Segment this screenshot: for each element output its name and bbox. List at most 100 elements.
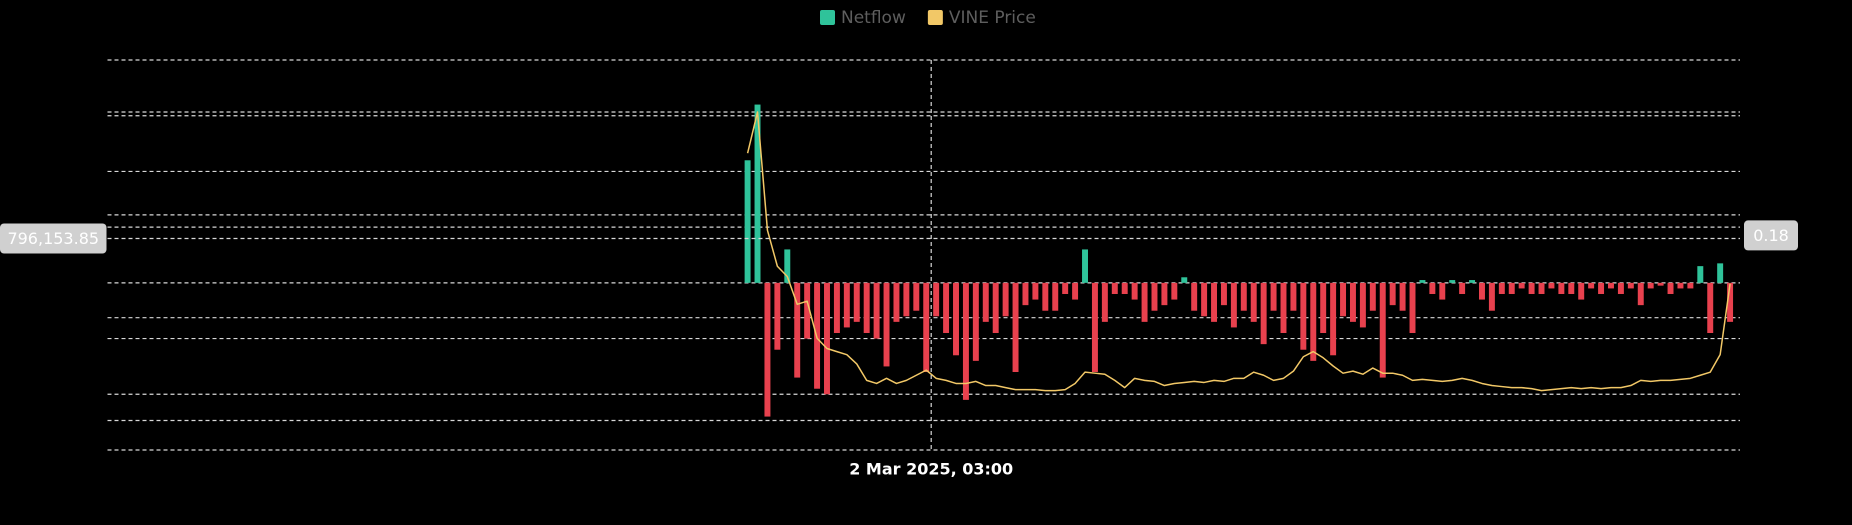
bar — [1518, 282, 1525, 289]
bar — [1111, 282, 1118, 294]
bar — [1697, 266, 1704, 283]
bar — [1647, 282, 1654, 289]
bar — [1141, 282, 1148, 322]
bar — [883, 282, 890, 367]
bar — [1042, 282, 1049, 311]
bar — [1488, 282, 1495, 311]
bar — [1131, 282, 1138, 300]
bar — [754, 104, 761, 283]
bar — [1359, 282, 1366, 328]
bar — [1707, 282, 1714, 333]
bar — [1727, 282, 1734, 322]
bar — [913, 282, 920, 311]
crosshair-x-label: 2 Mar 2025, 03:00 — [849, 460, 1013, 479]
bar — [1578, 282, 1585, 300]
bar — [1211, 282, 1218, 322]
bar — [873, 282, 880, 339]
bar — [1280, 282, 1287, 333]
bar — [1677, 282, 1684, 289]
bar — [1082, 249, 1088, 283]
bar — [1687, 282, 1694, 289]
bar — [1320, 282, 1327, 333]
bar — [1558, 282, 1565, 294]
bar — [1161, 282, 1168, 306]
bar — [953, 282, 959, 356]
bar — [1439, 282, 1446, 300]
bar — [1369, 282, 1376, 311]
bar — [1459, 282, 1466, 294]
bar — [804, 282, 811, 339]
bar — [992, 282, 999, 333]
legend-label: Netflow — [841, 8, 906, 28]
bar — [784, 249, 791, 283]
crosshair-y2-box — [1744, 220, 1798, 251]
bar — [893, 282, 900, 322]
bar — [1171, 282, 1178, 300]
bar — [1121, 282, 1128, 294]
crosshair-y-box — [0, 223, 107, 254]
bar — [1270, 282, 1277, 311]
bar — [962, 282, 969, 400]
bar — [1151, 282, 1158, 311]
bar — [982, 282, 989, 322]
bar — [824, 282, 830, 395]
price-line — [746, 111, 1731, 392]
bar — [1072, 282, 1079, 300]
bar — [764, 282, 771, 417]
bar — [1449, 280, 1456, 283]
bar — [1062, 282, 1069, 294]
bar — [843, 282, 850, 328]
bar — [1052, 282, 1059, 311]
bar — [1617, 282, 1624, 294]
bar — [1667, 282, 1674, 294]
crosshair-y2-label: 0.18 — [1753, 226, 1789, 245]
bar — [863, 282, 870, 333]
bar — [1022, 282, 1029, 306]
bar — [1588, 282, 1595, 289]
bar — [923, 282, 930, 372]
bar — [1717, 263, 1724, 283]
bar — [774, 282, 781, 350]
bar — [1220, 282, 1227, 306]
bar — [1290, 282, 1297, 311]
bar — [1608, 282, 1614, 289]
bar — [943, 282, 950, 333]
bar — [833, 282, 840, 333]
legend-label: VINE Price — [949, 8, 1036, 28]
bar — [1627, 282, 1634, 289]
bar — [1469, 280, 1476, 283]
bar — [1240, 282, 1247, 311]
bar — [1508, 282, 1515, 294]
bar — [1230, 282, 1237, 328]
bar — [1657, 282, 1664, 286]
bar — [903, 282, 910, 317]
bar — [1330, 282, 1337, 356]
bar — [1538, 282, 1545, 294]
bar — [794, 282, 801, 378]
bar — [1498, 282, 1505, 294]
bar — [1012, 282, 1019, 372]
bar — [1250, 282, 1257, 322]
bar — [1409, 282, 1416, 333]
bar — [1598, 282, 1605, 294]
bar — [1201, 282, 1208, 317]
bar — [1379, 282, 1386, 378]
bar — [1300, 282, 1307, 350]
bar — [1429, 282, 1436, 294]
bar — [744, 160, 751, 283]
legend-swatch — [820, 10, 835, 25]
bar — [1340, 282, 1347, 317]
bar — [1399, 282, 1406, 311]
bar — [933, 282, 940, 317]
bar — [853, 282, 860, 322]
bar — [1191, 282, 1198, 311]
bar — [1032, 282, 1039, 300]
bar — [1528, 282, 1535, 294]
bar — [1349, 282, 1356, 322]
crosshair-y-label: 796,153.85 — [7, 229, 99, 248]
bar — [1568, 282, 1575, 294]
bar — [1091, 282, 1098, 372]
legend-swatch — [927, 10, 943, 25]
